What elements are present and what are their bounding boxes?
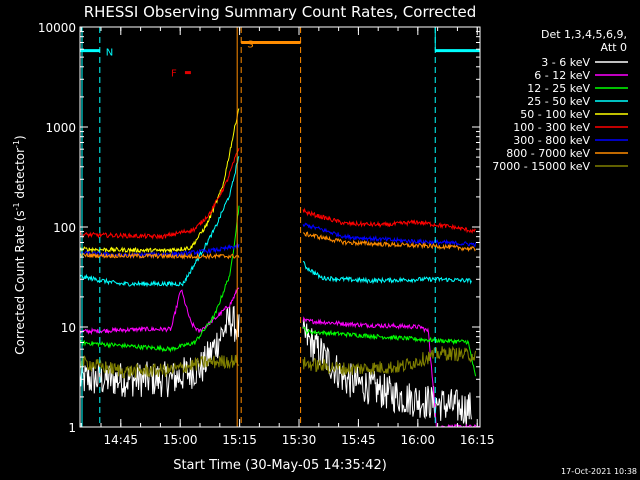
y-label-part3: ) bbox=[13, 135, 27, 140]
x-tick-label: 16:15 bbox=[460, 433, 495, 447]
legend-label-3: 12 - 25 keV bbox=[527, 82, 590, 95]
y-axis-label: Corrected Count Rate (s-1 detector-1) bbox=[12, 135, 27, 354]
flare-label: F bbox=[171, 69, 177, 80]
legend-label-9: 7000 - 15000 keV bbox=[492, 160, 590, 173]
plot-area: N S F 14:45 15:00 15:15 15:30 15:45 16:00 16:15 1 1… bbox=[38, 21, 495, 447]
x-tick-label: 15:30 bbox=[282, 433, 317, 447]
legend-label-1: 3 - 6 keV bbox=[541, 56, 590, 69]
y-tick-label: 100 bbox=[53, 221, 76, 235]
series-line-8 bbox=[80, 231, 476, 260]
series-line-3 bbox=[80, 205, 477, 377]
legend-header-line2: Att 0 bbox=[601, 41, 627, 54]
legend-label-7: 300 - 800 keV bbox=[513, 134, 590, 147]
night-label: N bbox=[106, 48, 113, 59]
y-tick-label: 10 bbox=[61, 321, 76, 335]
x-tick-label: 15:45 bbox=[341, 433, 376, 447]
series-line-6 bbox=[80, 147, 476, 240]
series-line-4 bbox=[80, 156, 472, 288]
y-label-sup2: -1 bbox=[12, 140, 21, 148]
legend-label-4: 25 - 50 keV bbox=[527, 95, 590, 108]
series-line-7 bbox=[80, 222, 477, 260]
y-tick-label: 1 bbox=[68, 421, 76, 435]
y-label-part2: detector bbox=[13, 148, 27, 203]
y-label-part1: Corrected Count Rate (s bbox=[13, 210, 27, 354]
saa-label: S bbox=[247, 39, 253, 50]
series-line-9 bbox=[80, 345, 477, 379]
x-axis-label: Start Time (30-May-05 14:35:42) bbox=[173, 458, 387, 473]
legend-header-line1: Det 1,3,4,5,6,9, bbox=[541, 28, 627, 41]
y-tick-label: 1000 bbox=[45, 121, 76, 135]
series-traces bbox=[80, 108, 480, 427]
y-label-sup1: -1 bbox=[12, 202, 21, 210]
legend-label-8: 800 - 7000 keV bbox=[506, 147, 590, 160]
x-tick-label: 15:15 bbox=[222, 433, 257, 447]
legend-label-6: 100 - 300 keV bbox=[513, 121, 590, 134]
series-line-1 bbox=[80, 305, 472, 427]
legend-label-2: 6 - 12 keV bbox=[534, 69, 590, 82]
x-tick-label: 15:00 bbox=[163, 433, 198, 447]
y-tick-label: 10000 bbox=[38, 21, 76, 35]
chart-title: RHESSI Observing Summary Count Rates, Co… bbox=[84, 3, 477, 21]
legend-label-5: 50 - 100 keV bbox=[520, 108, 590, 121]
x-tick-label: 16:00 bbox=[401, 433, 436, 447]
timestamp: 17-Oct-2021 10:38 bbox=[561, 467, 637, 476]
x-tick-label: 14:45 bbox=[103, 433, 138, 447]
